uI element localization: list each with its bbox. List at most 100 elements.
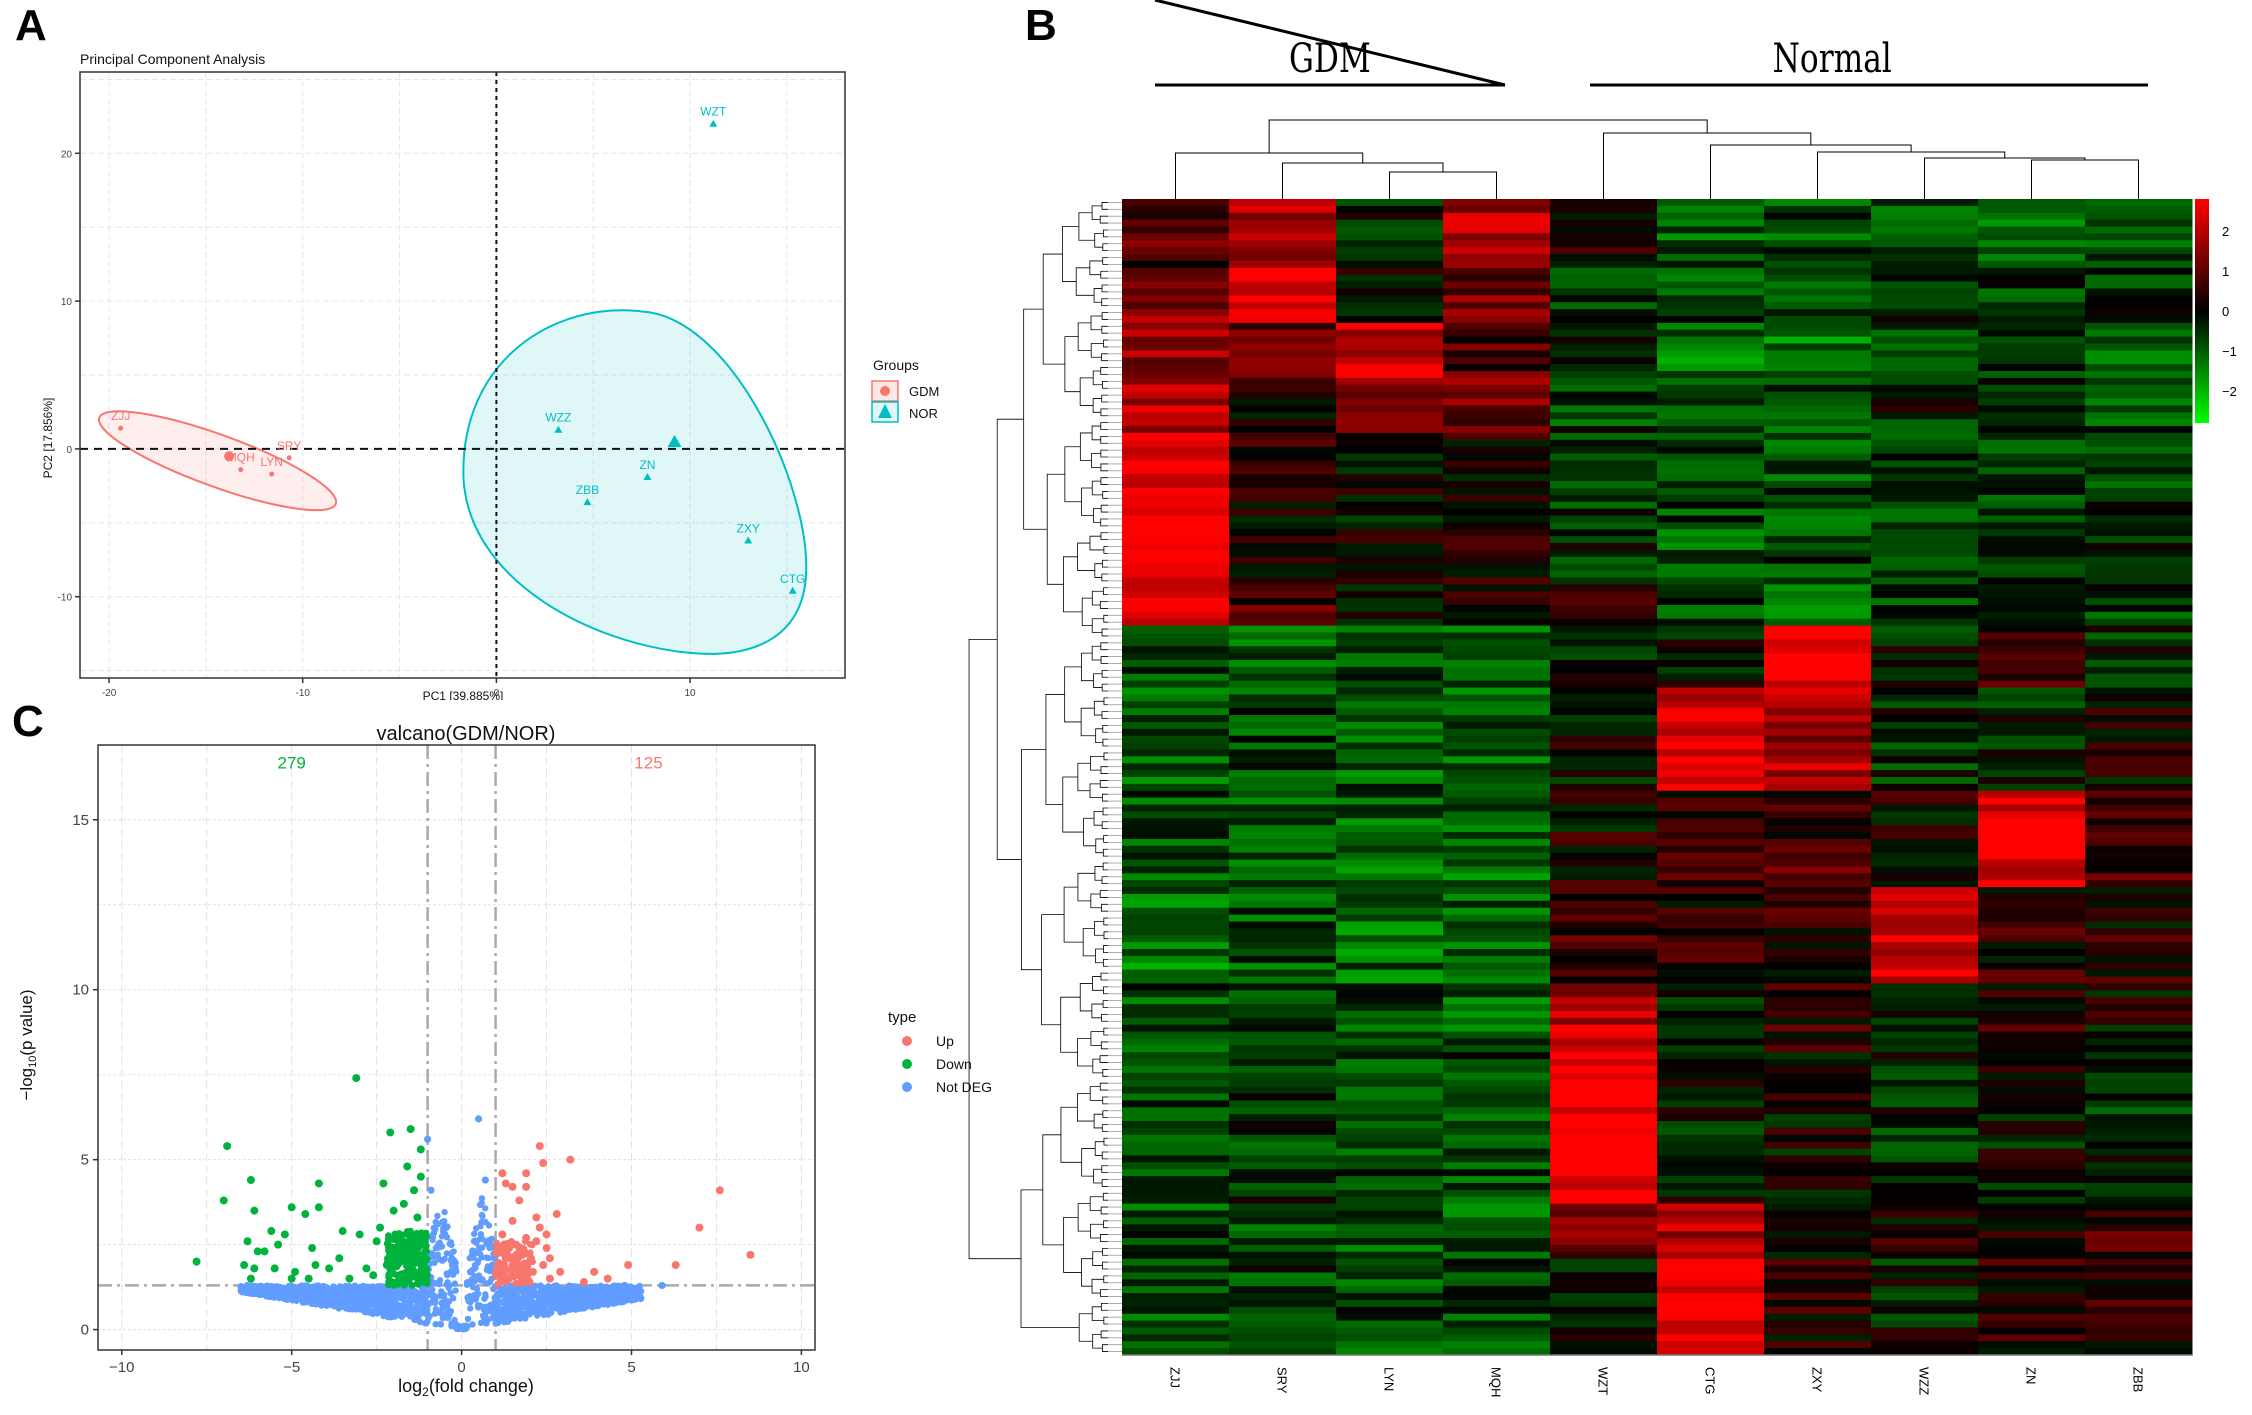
heatmap-cell [1229, 515, 1337, 523]
heatmap-cell [1443, 818, 1551, 826]
volcano-point-notdeg [508, 1296, 515, 1303]
heatmap-cell [2085, 563, 2193, 572]
volcano-point-down [392, 1278, 400, 1286]
heatmap-cell [1550, 1196, 1658, 1205]
heatmap-cell [1550, 983, 1658, 991]
volcano-point-notdeg [635, 1285, 642, 1292]
volcano-point-notdeg [584, 1291, 592, 1299]
heatmap-cell [1657, 1238, 1765, 1246]
volcano-point-notdeg [261, 1286, 269, 1293]
heatmap-cell [1657, 756, 1765, 764]
volcano-point-notdeg [341, 1301, 348, 1308]
volcano-point-notdeg [374, 1310, 381, 1317]
volcano-point-up [504, 1247, 511, 1255]
volcano-point-notdeg [345, 1297, 352, 1305]
volcano-point-down [274, 1240, 283, 1249]
heatmap-cell [1871, 412, 1979, 420]
heatmap-cell [1871, 591, 1979, 599]
heatmap-cell [1871, 818, 1979, 826]
volcano-point-notdeg [584, 1302, 592, 1310]
volcano-point-notdeg [251, 1284, 259, 1292]
volcano-point-notdeg [514, 1285, 522, 1292]
volcano-point-down [423, 1255, 431, 1263]
heatmap-cell [2085, 1141, 2193, 1150]
heatmap-cell [1871, 240, 1979, 248]
volcano-point-notdeg [256, 1284, 264, 1291]
heatmap-cell [1550, 315, 1658, 324]
heatmap-cell [2085, 233, 2193, 241]
row-dendrogram-branch [1077, 322, 1092, 351]
volcano-point-down [414, 1279, 421, 1287]
heatmap-cell [1871, 1231, 1979, 1239]
volcano-point-down [412, 1250, 419, 1258]
heatmap-cell [1871, 439, 1979, 448]
volcano-point-notdeg [463, 1324, 470, 1331]
heatmap-cell [1871, 1100, 1979, 1108]
volcano-point-notdeg [499, 1311, 506, 1318]
volcano-point-notdeg [534, 1300, 541, 1307]
heatmap-cell [1764, 1320, 1872, 1328]
heatmap-cell [1443, 384, 1551, 393]
heatmap-cell [1443, 666, 1551, 675]
volcano-point-down [392, 1271, 400, 1279]
volcano-point-notdeg [389, 1310, 396, 1317]
volcano-point-notdeg [551, 1304, 558, 1311]
heatmap-cell [1122, 646, 1230, 654]
volcano-point-notdeg [338, 1292, 346, 1300]
volcano-point-down [388, 1254, 396, 1262]
heatmap-cell [1871, 1189, 1979, 1198]
heatmap-cell [1657, 1251, 1765, 1260]
heatmap-cell [1978, 770, 2086, 778]
volcano-point-notdeg [596, 1295, 604, 1302]
volcano-point-notdeg [367, 1285, 375, 1293]
heatmap-cell [1550, 295, 1658, 303]
heatmap-cell [1229, 1313, 1337, 1322]
heatmap-cell [1764, 1327, 1872, 1335]
heatmap-cell [1122, 309, 1230, 317]
heatmap-cell [1336, 1306, 1444, 1315]
volcano-point-notdeg [393, 1312, 400, 1319]
heatmap-cell [1122, 405, 1230, 413]
volcano-point-up [522, 1182, 531, 1191]
volcano-point-notdeg [375, 1296, 382, 1303]
heatmap-cell [1657, 1127, 1765, 1136]
volcano-point-notdeg [498, 1288, 505, 1295]
heatmap-cell [1657, 1134, 1765, 1143]
heatmap-cell [1229, 680, 1337, 689]
volcano-point-notdeg [414, 1296, 422, 1303]
heatmap-cell [1550, 508, 1658, 517]
heatmap-cell [1229, 453, 1337, 461]
heatmap-cell [1550, 467, 1658, 475]
volcano-point-notdeg [539, 1284, 546, 1292]
heatmap-cell [1336, 653, 1444, 661]
heatmap-cell [1443, 859, 1551, 867]
volcano-point-notdeg [280, 1287, 287, 1295]
heatmap-cell [1550, 343, 1658, 351]
heatmap-cell [1443, 632, 1551, 640]
heatmap-cell [2085, 666, 2193, 675]
heatmap-cell [2085, 247, 2193, 255]
volcano-point-notdeg [611, 1291, 619, 1299]
volcano-point-notdeg [594, 1294, 602, 1301]
volcano-point-notdeg [582, 1301, 590, 1309]
heatmap-cell [1978, 852, 2086, 861]
heatmap-cell [1550, 742, 1658, 750]
volcano-point-notdeg [562, 1286, 570, 1293]
heatmap-cell [2085, 1155, 2193, 1163]
volcano-point-notdeg [421, 1287, 428, 1294]
heatmap-cell [1764, 1265, 1872, 1273]
heatmap-cell [1122, 1031, 1230, 1039]
heatmap-cell [1550, 1169, 1658, 1177]
row-dendrogram-branch [1102, 1069, 1108, 1077]
volcano-point-notdeg [512, 1295, 519, 1302]
volcano-point-down [413, 1229, 421, 1237]
volcano-point-notdeg [369, 1284, 376, 1291]
heatmap-cell [1978, 212, 2086, 221]
heatmap-cell [1229, 254, 1337, 262]
heatmap-cell [1978, 350, 2086, 358]
heatmap-cell [1229, 426, 1337, 434]
volcano-point-notdeg [282, 1288, 289, 1295]
volcano-point-notdeg [399, 1287, 406, 1295]
volcano-point-notdeg [321, 1298, 328, 1306]
heatmap-cell [1229, 1155, 1337, 1163]
